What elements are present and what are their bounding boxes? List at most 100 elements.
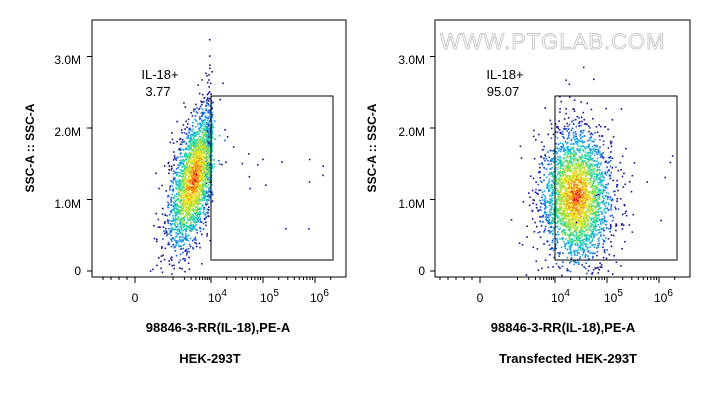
event-point: [583, 238, 586, 241]
event-point: [553, 176, 555, 179]
event-point: [562, 207, 565, 209]
event-point: [172, 244, 175, 247]
event-point: [585, 154, 587, 157]
event-point: [185, 201, 187, 204]
event-point: [580, 209, 582, 212]
event-point: [566, 211, 568, 213]
event-point: [567, 132, 570, 135]
event-point: [559, 267, 561, 269]
event-point: [195, 175, 198, 178]
event-point: [158, 257, 160, 259]
event-point: [195, 159, 197, 161]
event-point: [191, 141, 194, 143]
event-point: [187, 153, 190, 156]
event-point: [600, 210, 602, 213]
event-point: [599, 181, 601, 184]
event-point: [194, 160, 197, 162]
event-point: [558, 179, 560, 182]
event-point: [201, 101, 203, 103]
event-point: [590, 206, 592, 209]
event-point: [585, 229, 587, 232]
event-point: [208, 124, 210, 127]
event-point: [565, 214, 567, 217]
event-point: [588, 151, 590, 154]
event-point: [211, 119, 213, 122]
event-point: [171, 167, 173, 170]
event-point: [209, 191, 211, 193]
event-point: [206, 126, 208, 128]
event-point: [599, 191, 602, 194]
event-point: [567, 192, 569, 194]
event-point: [574, 254, 576, 256]
event-point: [179, 223, 182, 225]
event-point: [573, 149, 575, 152]
event-point: [585, 151, 588, 154]
event-point: [191, 171, 194, 174]
event-point: [177, 230, 179, 233]
event-point: [161, 271, 164, 274]
event-point: [610, 159, 612, 162]
event-point: [182, 185, 184, 187]
event-point: [561, 175, 563, 177]
event-point: [189, 199, 192, 202]
event-point: [578, 261, 580, 264]
event-point: [171, 223, 174, 225]
event-point: [591, 232, 594, 234]
event-point: [181, 238, 184, 241]
event-point: [203, 199, 205, 201]
event-point: [195, 187, 197, 189]
event-point: [533, 199, 536, 202]
event-point: [198, 152, 200, 154]
event-point: [597, 163, 600, 165]
event-point: [167, 162, 170, 165]
event-point: [193, 172, 195, 175]
event-point: [181, 188, 183, 190]
event-point: [184, 155, 186, 157]
event-point: [188, 141, 190, 143]
event-point: [571, 157, 574, 160]
event-point: [204, 111, 206, 114]
event-point: [581, 212, 584, 215]
event-point: [176, 214, 178, 217]
event-point: [187, 160, 190, 163]
event-point: [202, 189, 204, 192]
event-point: [565, 166, 567, 168]
event-point: [171, 138, 174, 141]
event-point: [592, 210, 595, 212]
event-point: [207, 198, 209, 201]
event-point: [174, 199, 177, 202]
event-point: [203, 172, 205, 175]
event-point: [201, 144, 204, 147]
event-point: [173, 208, 175, 211]
event-point: [586, 190, 588, 193]
event-point: [184, 215, 187, 218]
event-point: [557, 231, 559, 233]
event-point: [576, 242, 579, 245]
event-point: [203, 197, 205, 199]
event-point: [198, 129, 201, 132]
event-point: [556, 208, 558, 210]
event-point: [193, 138, 195, 140]
event-point: [543, 157, 545, 160]
event-point: [196, 107, 198, 109]
event-point: [192, 213, 194, 216]
event-point: [555, 214, 558, 216]
event-point: [206, 99, 208, 102]
event-point: [181, 181, 183, 183]
event-point: [182, 141, 185, 143]
event-point: [588, 144, 590, 147]
event-point: [199, 130, 202, 133]
event-point: [171, 204, 173, 207]
event-point: [180, 129, 183, 131]
gate-rectangle[interactable]: [210, 95, 334, 261]
event-point: [565, 170, 568, 172]
event-point: [587, 195, 590, 198]
event-point: [172, 228, 174, 231]
event-point: [612, 234, 615, 237]
event-point: [192, 141, 195, 143]
event-point: [570, 258, 572, 260]
event-point: [566, 161, 569, 163]
event-point: [322, 165, 324, 167]
event-point: [198, 213, 201, 216]
event-point: [174, 216, 177, 219]
